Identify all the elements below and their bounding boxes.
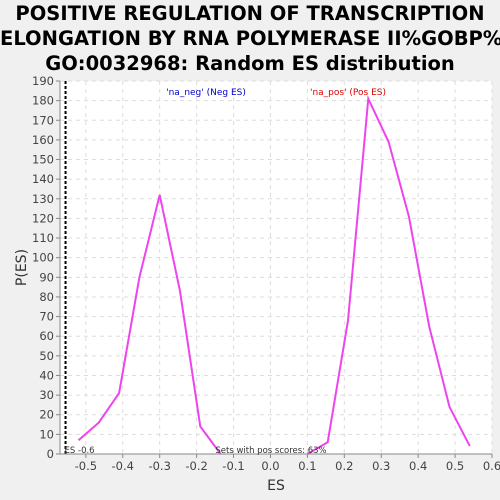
y-tick-label: 180: [32, 94, 54, 108]
series-lines: [77, 94, 471, 455]
x-tick-label: -0.3: [148, 459, 170, 473]
y-tick-label: 10: [39, 427, 54, 441]
y-tick-label: 160: [32, 133, 54, 147]
chart-title-line-3: GO:0032968: Random ES distribution: [45, 52, 455, 75]
y-tick-label: 150: [32, 153, 54, 167]
es-label: ES -0.6: [65, 446, 95, 456]
series-line-pos: [306, 94, 471, 455]
x-tick-label: 0.1: [298, 459, 316, 473]
y-tick-label: 0: [47, 447, 54, 461]
chart-title-line-2: ELONGATION BY RNA POLYMERASE II%GOBP%: [0, 27, 500, 50]
y-tick-label: 80: [39, 290, 54, 304]
plot-area: [60, 81, 492, 454]
x-tick-label: 0.5: [446, 459, 464, 473]
y-tick-label: 70: [39, 310, 54, 324]
y-tick-label: 30: [39, 388, 54, 402]
y-tick-label: 140: [32, 172, 54, 186]
y-tick-label: 20: [39, 408, 54, 422]
axes: [59, 81, 492, 455]
y-tick-label: 100: [32, 251, 54, 265]
y-tick-label: 130: [32, 192, 54, 206]
x-tick-label: 0.3: [372, 459, 390, 473]
y-tick-label: 170: [32, 113, 54, 127]
y-tick-label: 190: [32, 74, 54, 88]
chart-title-line-1: POSITIVE REGULATION OF TRANSCRIPTION: [15, 2, 485, 25]
y-tick-label: 50: [39, 349, 54, 363]
x-tick-label: 0.0: [261, 459, 279, 473]
tick-labels: 0 10 20 30 40 50 60 70 80 90 100 110 120 130 140 150 160…: [32, 74, 500, 473]
series-line-neg: [77, 194, 222, 455]
legend-entry-pos: 'na_pos' (Pos ES): [310, 88, 386, 98]
x-tick-label: 0.2: [335, 459, 353, 473]
y-tick-label: 120: [32, 211, 54, 225]
x-tick-label: 0.6: [483, 459, 500, 473]
x-tick-label: -0.2: [185, 459, 207, 473]
y-tick-label: 60: [39, 329, 54, 343]
y-axis-label: P(ES): [14, 249, 30, 286]
x-tick-label: -0.1: [222, 459, 244, 473]
x-tick-label: 0.4: [409, 459, 427, 473]
x-tick-label: -0.4: [112, 459, 134, 473]
pos-scores-annotation: Sets with pos scores: 63%: [215, 446, 326, 456]
x-axis-label: ES: [267, 478, 285, 494]
x-tick-label: -0.5: [75, 459, 97, 473]
legend-entry-neg: 'na_neg' (Neg ES): [166, 88, 246, 98]
y-tick-label: 40: [39, 368, 54, 382]
y-tick-label: 110: [32, 231, 54, 245]
y-tick-label: 90: [39, 270, 54, 284]
